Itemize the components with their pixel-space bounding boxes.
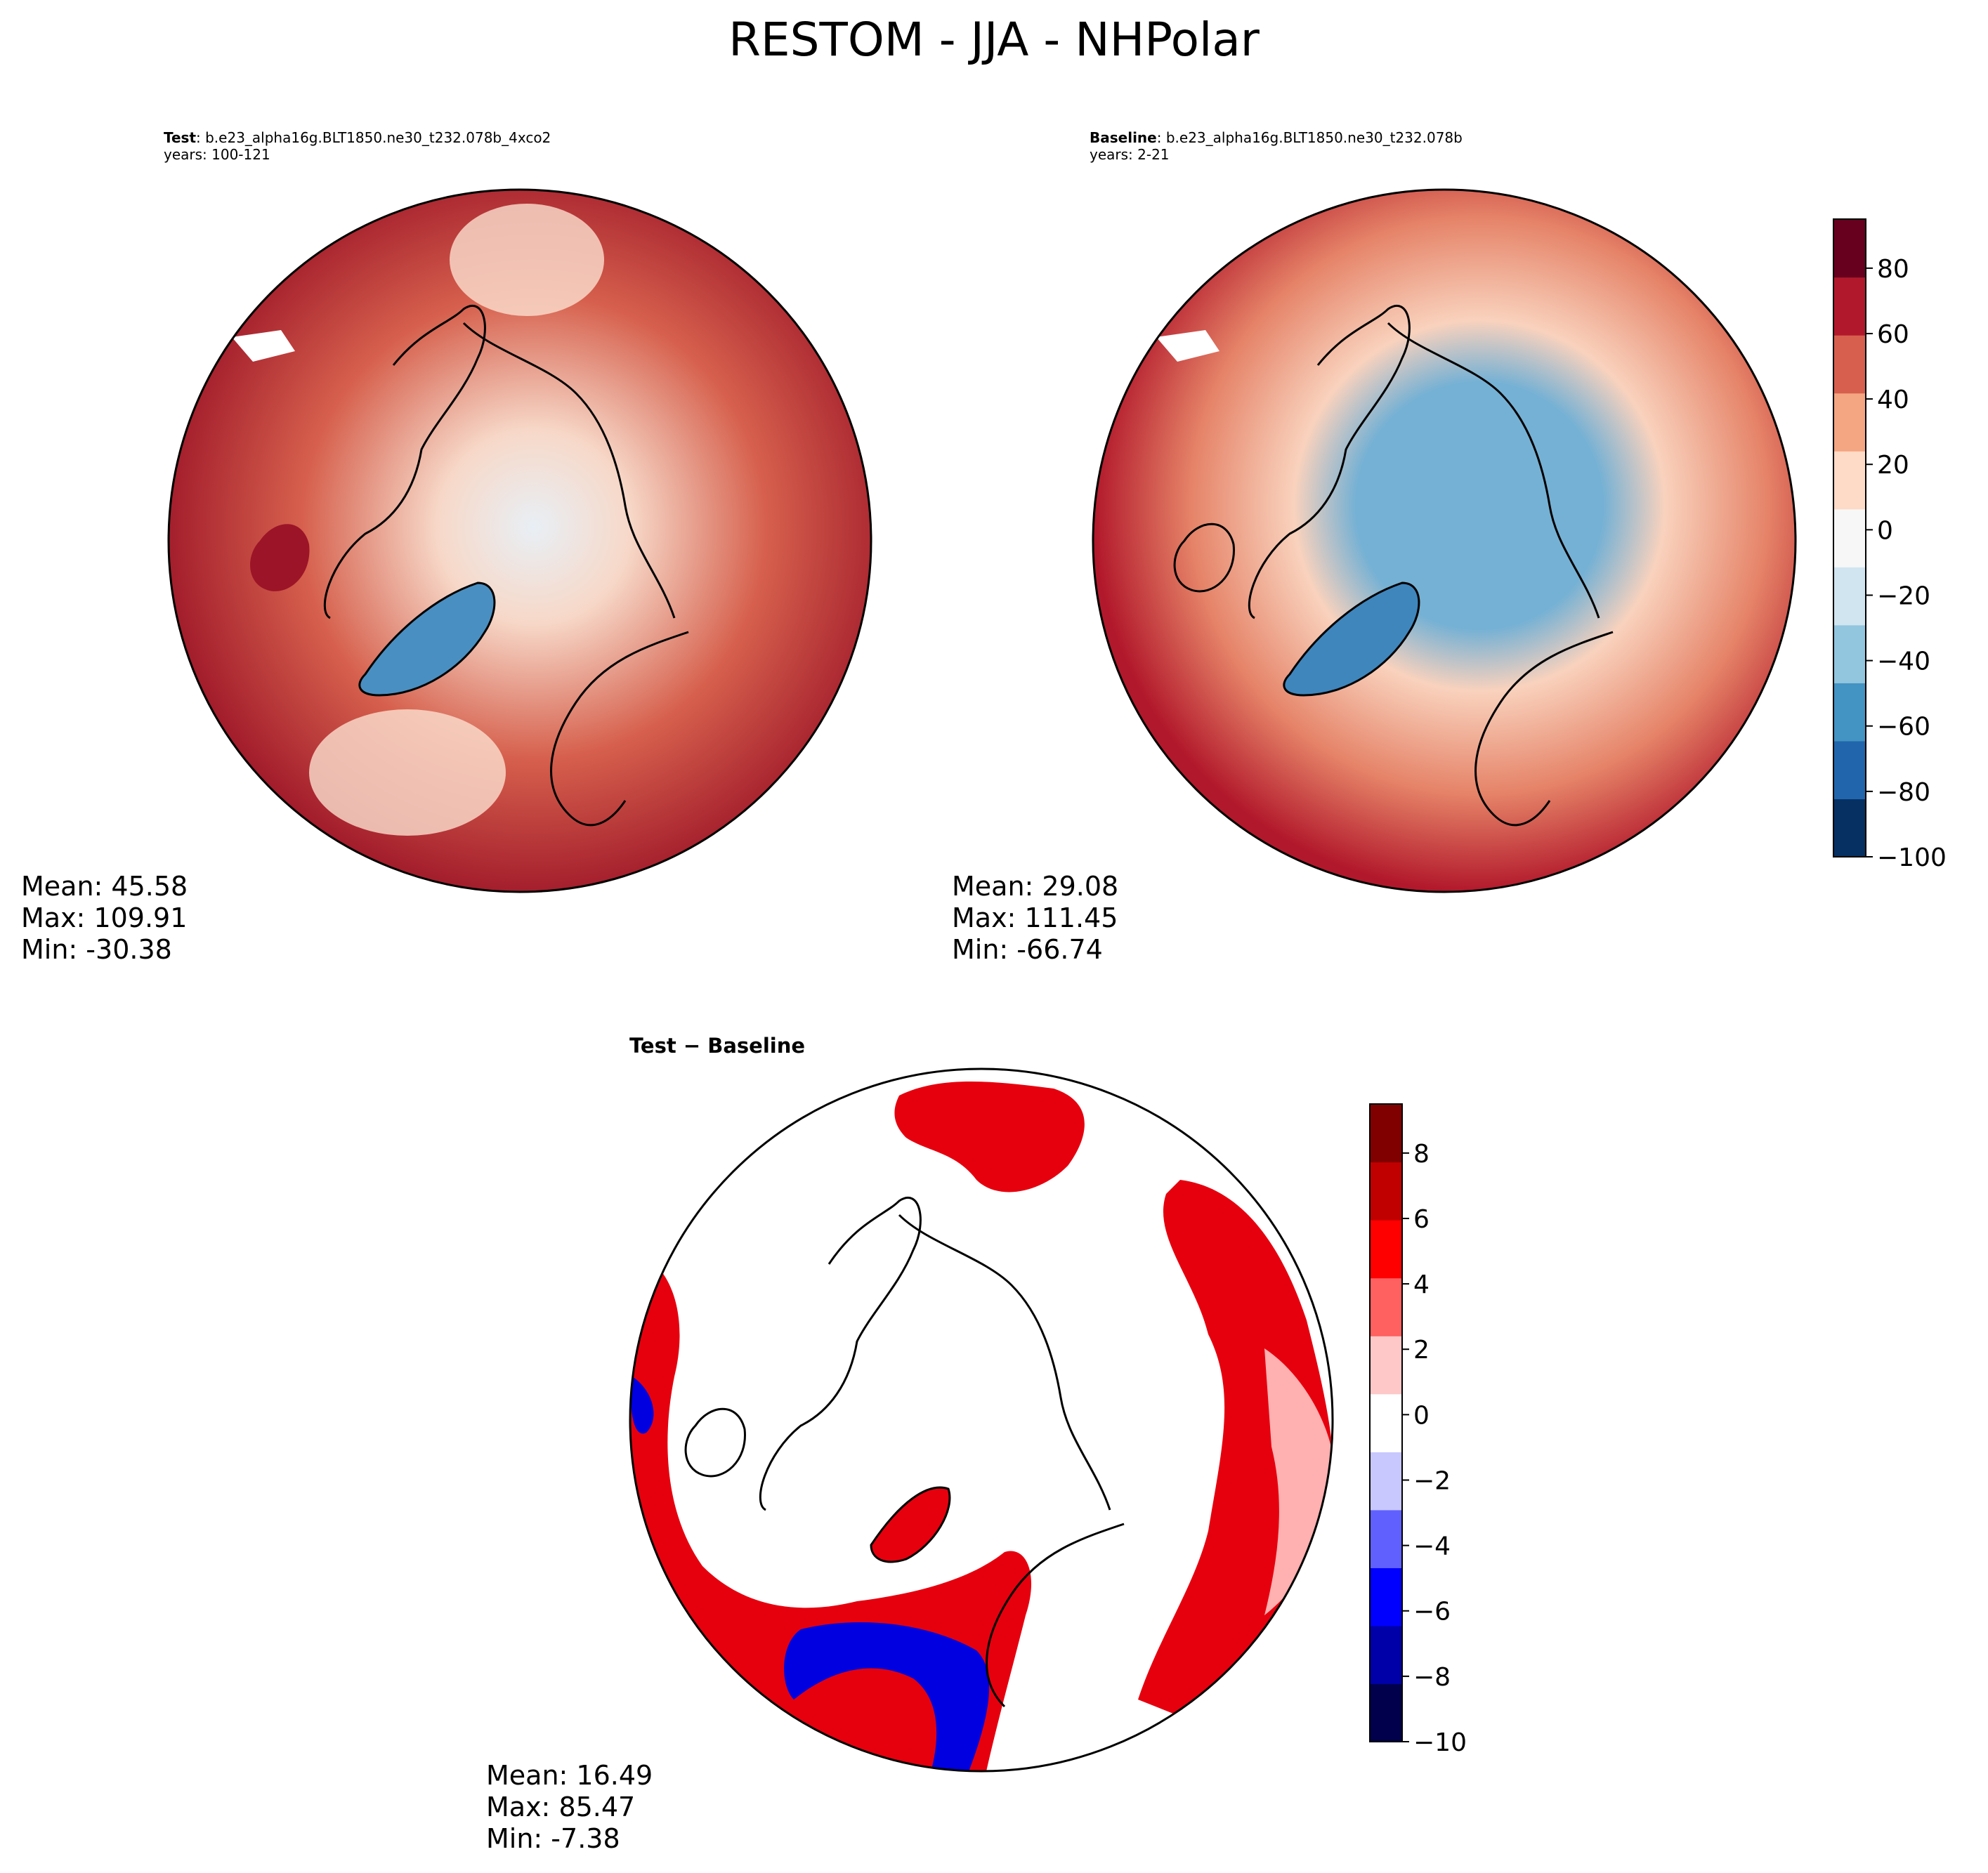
baseline-map-border [1092,188,1797,893]
baseline-map [1092,188,1797,893]
colorbar-main-tick-label: 0 [1877,516,1893,545]
colorbar-main: −100 −80 −60 −40 −20 0 20 40 60 80 [1833,218,1947,872]
test-map [167,188,872,893]
test-greenland [358,581,496,697]
baseline-field [1093,190,1796,892]
colorbar-main-band [1833,567,1866,626]
diff-mean: Mean: 16.49 [486,1760,653,1791]
colorbar-main-frame [1833,218,1866,857]
diff-blue-west [631,1376,654,1434]
colorbar-diff-band [1370,1625,1402,1685]
test-mean: Mean: 45.58 [21,871,188,902]
test-years: years: 100-121 [164,146,270,163]
baseline-case: : b.e23_alpha16g.BLT1850.ne30_t232.078b [1156,129,1463,146]
colorbar-diff-band [1370,1277,1402,1336]
colorbar-main-tick-label: 80 [1877,255,1909,284]
test-missing-patch [232,330,295,362]
colorbar-diff-band [1370,1162,1402,1221]
diff-coastlines [684,1196,1125,1708]
baseline-subtitle: Baseline: b.e23_alpha16g.BLT1850.ne30_t2… [1090,129,1463,163]
colorbar-main-band [1833,219,1866,278]
colorbar-main-band [1833,799,1866,857]
colorbar-diff-tick-label: 6 [1413,1205,1430,1234]
test-field [169,190,871,892]
diff-light-east [1264,1348,1333,1615]
test-warm-patch-north [450,204,604,316]
diff-blue-south [784,1622,990,1771]
colorbar-diff-band [1370,1104,1402,1163]
colorbar-diff-band [1370,1509,1402,1568]
baseline-min: Min: -66.74 [952,934,1103,965]
colorbar-main-tick-label: −20 [1877,581,1930,610]
test-warm-patch [309,709,506,836]
test-coastlines [323,304,689,827]
colorbar-diff-band [1370,1452,1402,1511]
colorbar-main-tick-label: 20 [1877,451,1909,480]
test-case: : b.e23_alpha16g.BLT1850.ne30_t232.078b_… [196,129,551,146]
colorbar-diff-tick-label: −10 [1413,1728,1467,1757]
colorbar-diff: −10 −8 −6 −4 −2 0 2 4 6 8 [1369,1103,1467,1757]
colorbar-main-band [1833,335,1866,394]
diff-map [629,1067,1334,1773]
colorbar-main-band [1833,451,1866,510]
test-map-border [167,188,872,893]
colorbar-diff-band [1370,1336,1402,1395]
test-label: Test [164,129,197,146]
colorbar-main-tick-label: −40 [1877,648,1930,676]
colorbar-diff-frame [1369,1103,1403,1742]
diff-red-north [894,1082,1085,1192]
colorbar-diff-band [1370,1393,1402,1452]
baseline-label: Baseline [1090,129,1157,146]
colorbar-main-band [1833,508,1866,567]
colorbar-diff-tick-label: −2 [1413,1466,1451,1495]
colorbar-diff-tick-label: −4 [1413,1532,1451,1561]
baseline-mean: Mean: 29.08 [952,871,1119,902]
colorbar-main-band [1833,683,1866,742]
diff-red-greenland [870,1486,951,1563]
colorbar-diff-tick-label: 2 [1413,1336,1430,1365]
colorbar-main-tick-label: −80 [1877,778,1930,807]
colorbar-main-band [1833,624,1866,683]
baseline-missing-patch [1156,330,1219,362]
colorbar-diff-tick-label: 0 [1413,1401,1430,1430]
colorbar-diff-tick-label: −6 [1413,1598,1451,1626]
diff-map-border [629,1067,1334,1773]
diff-field [630,1069,1333,1771]
test-hudson-bay [250,524,310,591]
colorbar-diff-tick-label: −8 [1413,1663,1451,1692]
diff-title: Test − Baseline [629,1034,806,1058]
diff-max: Max: 85.47 [486,1792,636,1822]
test-stats: Mean: 45.58 Max: 109.91 Min: -30.38 [21,871,188,966]
diff-min: Min: -7.38 [486,1823,620,1854]
baseline-stats: Mean: 29.08 Max: 111.45 Min: -66.74 [952,871,1118,966]
colorbar-diff-tick-label: 4 [1413,1270,1430,1299]
colorbar-main-tick-label: 60 [1877,320,1909,349]
test-min: Min: -30.38 [21,934,172,965]
baseline-years: years: 2-21 [1090,146,1170,163]
baseline-greenland [1283,581,1420,697]
colorbar-diff-band [1370,1568,1402,1626]
colorbar-diff-band [1370,1220,1402,1279]
colorbar-diff-tick-label: 8 [1413,1140,1430,1169]
figure-title: RESTOM - JJA - NHPolar [728,13,1260,67]
colorbar-diff-band [1370,1683,1402,1742]
colorbar-main-band [1833,393,1866,452]
colorbar-main-band [1833,277,1866,336]
baseline-coastlines [1173,304,1614,827]
colorbar-main-tick-label: −60 [1877,713,1930,742]
colorbar-main-tick-label: −100 [1877,843,1947,872]
colorbar-main-tick-label: 40 [1877,386,1909,414]
test-max: Max: 109.91 [21,902,188,933]
baseline-max: Max: 111.45 [952,902,1118,933]
diff-stats: Mean: 16.49 Max: 85.47 Min: -7.38 [486,1760,653,1855]
test-subtitle: Test: b.e23_alpha16g.BLT1850.ne30_t232.0… [164,129,551,163]
colorbar-main-band [1833,740,1866,800]
